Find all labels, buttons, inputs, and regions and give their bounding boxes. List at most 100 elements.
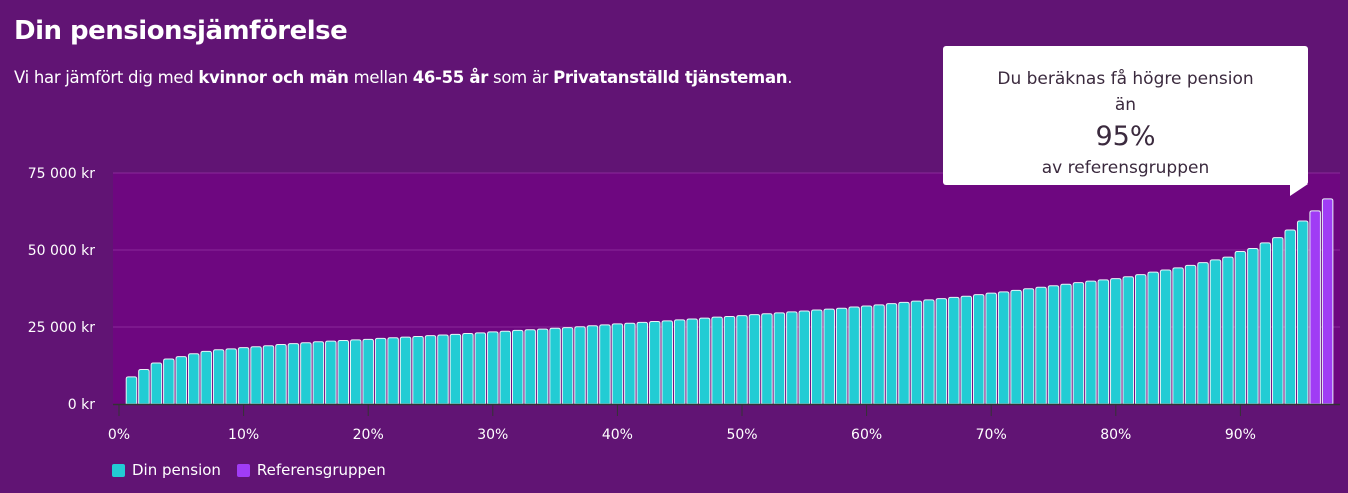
bar-din-pension [349, 339, 362, 405]
bar-din-pension [1134, 274, 1147, 405]
bar-din-pension [624, 322, 636, 405]
bar-din-pension [1047, 285, 1060, 405]
bar-din-pension [387, 337, 399, 405]
tooltip-percent: 95% [1095, 121, 1156, 152]
chart-legend: Din pension Referensgruppen [112, 461, 386, 479]
bar-din-pension [487, 331, 499, 405]
bar-din-pension [860, 305, 873, 405]
bar-din-pension [910, 300, 923, 405]
bar-referensgruppen [1321, 198, 1334, 405]
bar-din-pension [599, 324, 611, 405]
x-tick-label: 90% [1225, 427, 1256, 443]
bar-din-pension [1259, 242, 1272, 405]
bar-din-pension [150, 362, 163, 405]
tooltip-pointer [1290, 184, 1308, 196]
bar-din-pension [337, 340, 350, 405]
bar-din-pension [275, 344, 287, 405]
y-tick-label: 0 kr [68, 397, 95, 413]
bar-din-pension [1022, 288, 1035, 405]
bar-din-pension [811, 309, 823, 405]
subtitle-text: som är [488, 68, 554, 87]
legend-item-din-pension[interactable]: Din pension [112, 461, 221, 479]
bar-din-pension [374, 337, 387, 405]
bar-din-pension [212, 349, 225, 405]
x-tick-label: 40% [602, 427, 633, 443]
y-tick-label: 25 000 kr [28, 320, 96, 336]
x-tick-label: 60% [851, 427, 882, 443]
subtitle-text: mellan [348, 68, 413, 87]
legend-item-referensgruppen[interactable]: Referensgruppen [236, 461, 386, 479]
bar-din-pension [511, 329, 524, 405]
bar-din-pension [1184, 264, 1197, 405]
bar-din-pension [972, 294, 985, 405]
bar-din-pension [649, 320, 661, 405]
bar-din-pension [250, 346, 262, 405]
bar-din-pension [163, 358, 175, 405]
bar-din-pension [1060, 283, 1072, 405]
bar-referensgruppen [1309, 210, 1321, 405]
bar-din-pension [200, 350, 212, 405]
bar-din-pension [399, 336, 412, 405]
x-tick-label: 10% [228, 427, 259, 443]
bar-din-pension [1072, 282, 1085, 405]
percentile-tooltip: Du beräknas få högre pension än 95% av r… [943, 46, 1308, 185]
subtitle-occupation: Privatanställd tjänsteman [553, 68, 788, 87]
bar-din-pension [262, 345, 275, 405]
bar-din-pension [1110, 278, 1122, 405]
page-title: Din pensionsjämförelse [14, 16, 348, 46]
bar-din-pension [424, 335, 437, 405]
bar-din-pension [536, 328, 549, 405]
y-tick-label: 75 000 kr [28, 166, 96, 182]
bar-din-pension [449, 333, 462, 405]
bar-din-pension [923, 299, 935, 405]
bar-din-pension [848, 306, 860, 405]
bar-din-pension [1172, 267, 1184, 405]
bar-din-pension [1159, 269, 1172, 405]
bar-din-pension [1035, 286, 1047, 405]
bar-din-pension [736, 315, 748, 405]
bar-din-pension [225, 348, 237, 405]
bar-din-pension [1209, 259, 1222, 405]
bar-din-pension [524, 329, 536, 405]
legend-swatch-din-pension [112, 463, 125, 477]
bar-din-pension [1272, 237, 1284, 405]
y-tick-label: 50 000 kr [28, 243, 96, 259]
bar-din-pension [1234, 251, 1247, 405]
x-tick-label: 0% [108, 427, 130, 443]
bar-din-pension [1296, 220, 1309, 405]
bar-din-pension [586, 325, 599, 405]
bar-din-pension [661, 320, 673, 405]
bar-din-pension [437, 334, 449, 405]
tooltip-line3: av referensgruppen [1041, 158, 1210, 178]
bar-din-pension [686, 318, 698, 405]
bar-din-pension [1147, 271, 1159, 405]
bar-din-pension [723, 316, 736, 405]
bar-din-pension [138, 369, 150, 405]
x-tick-label: 50% [726, 427, 757, 443]
comparison-description: Vi har jämfört dig med kvinnor och män m… [14, 68, 792, 87]
bar-din-pension [935, 298, 948, 405]
bar-din-pension [823, 308, 835, 405]
legend-label: Din pension [132, 461, 221, 479]
bar-din-pension [175, 356, 188, 405]
bar-din-pension [1247, 247, 1259, 405]
x-tick-label: 20% [353, 427, 384, 443]
tooltip-line1: Du beräknas få högre pension [997, 69, 1254, 89]
bar-din-pension [798, 310, 811, 405]
bar-din-pension [499, 330, 512, 405]
x-tick-label: 70% [976, 427, 1007, 443]
bar-din-pension [1222, 256, 1234, 405]
bar-din-pension [1197, 262, 1209, 405]
bar-din-pension [960, 295, 973, 405]
bar-din-pension [611, 323, 624, 405]
subtitle-text: Vi har jämfört dig med [14, 68, 199, 87]
bar-din-pension [237, 347, 250, 405]
bar-din-pension [748, 314, 761, 405]
bar-din-pension [786, 311, 798, 405]
subtitle-age: 46-55 år [412, 68, 489, 87]
bar-din-pension [362, 338, 374, 405]
bar-din-pension [474, 332, 487, 405]
bar-din-pension [312, 341, 325, 405]
subtitle-gender: kvinnor och män [198, 68, 349, 87]
